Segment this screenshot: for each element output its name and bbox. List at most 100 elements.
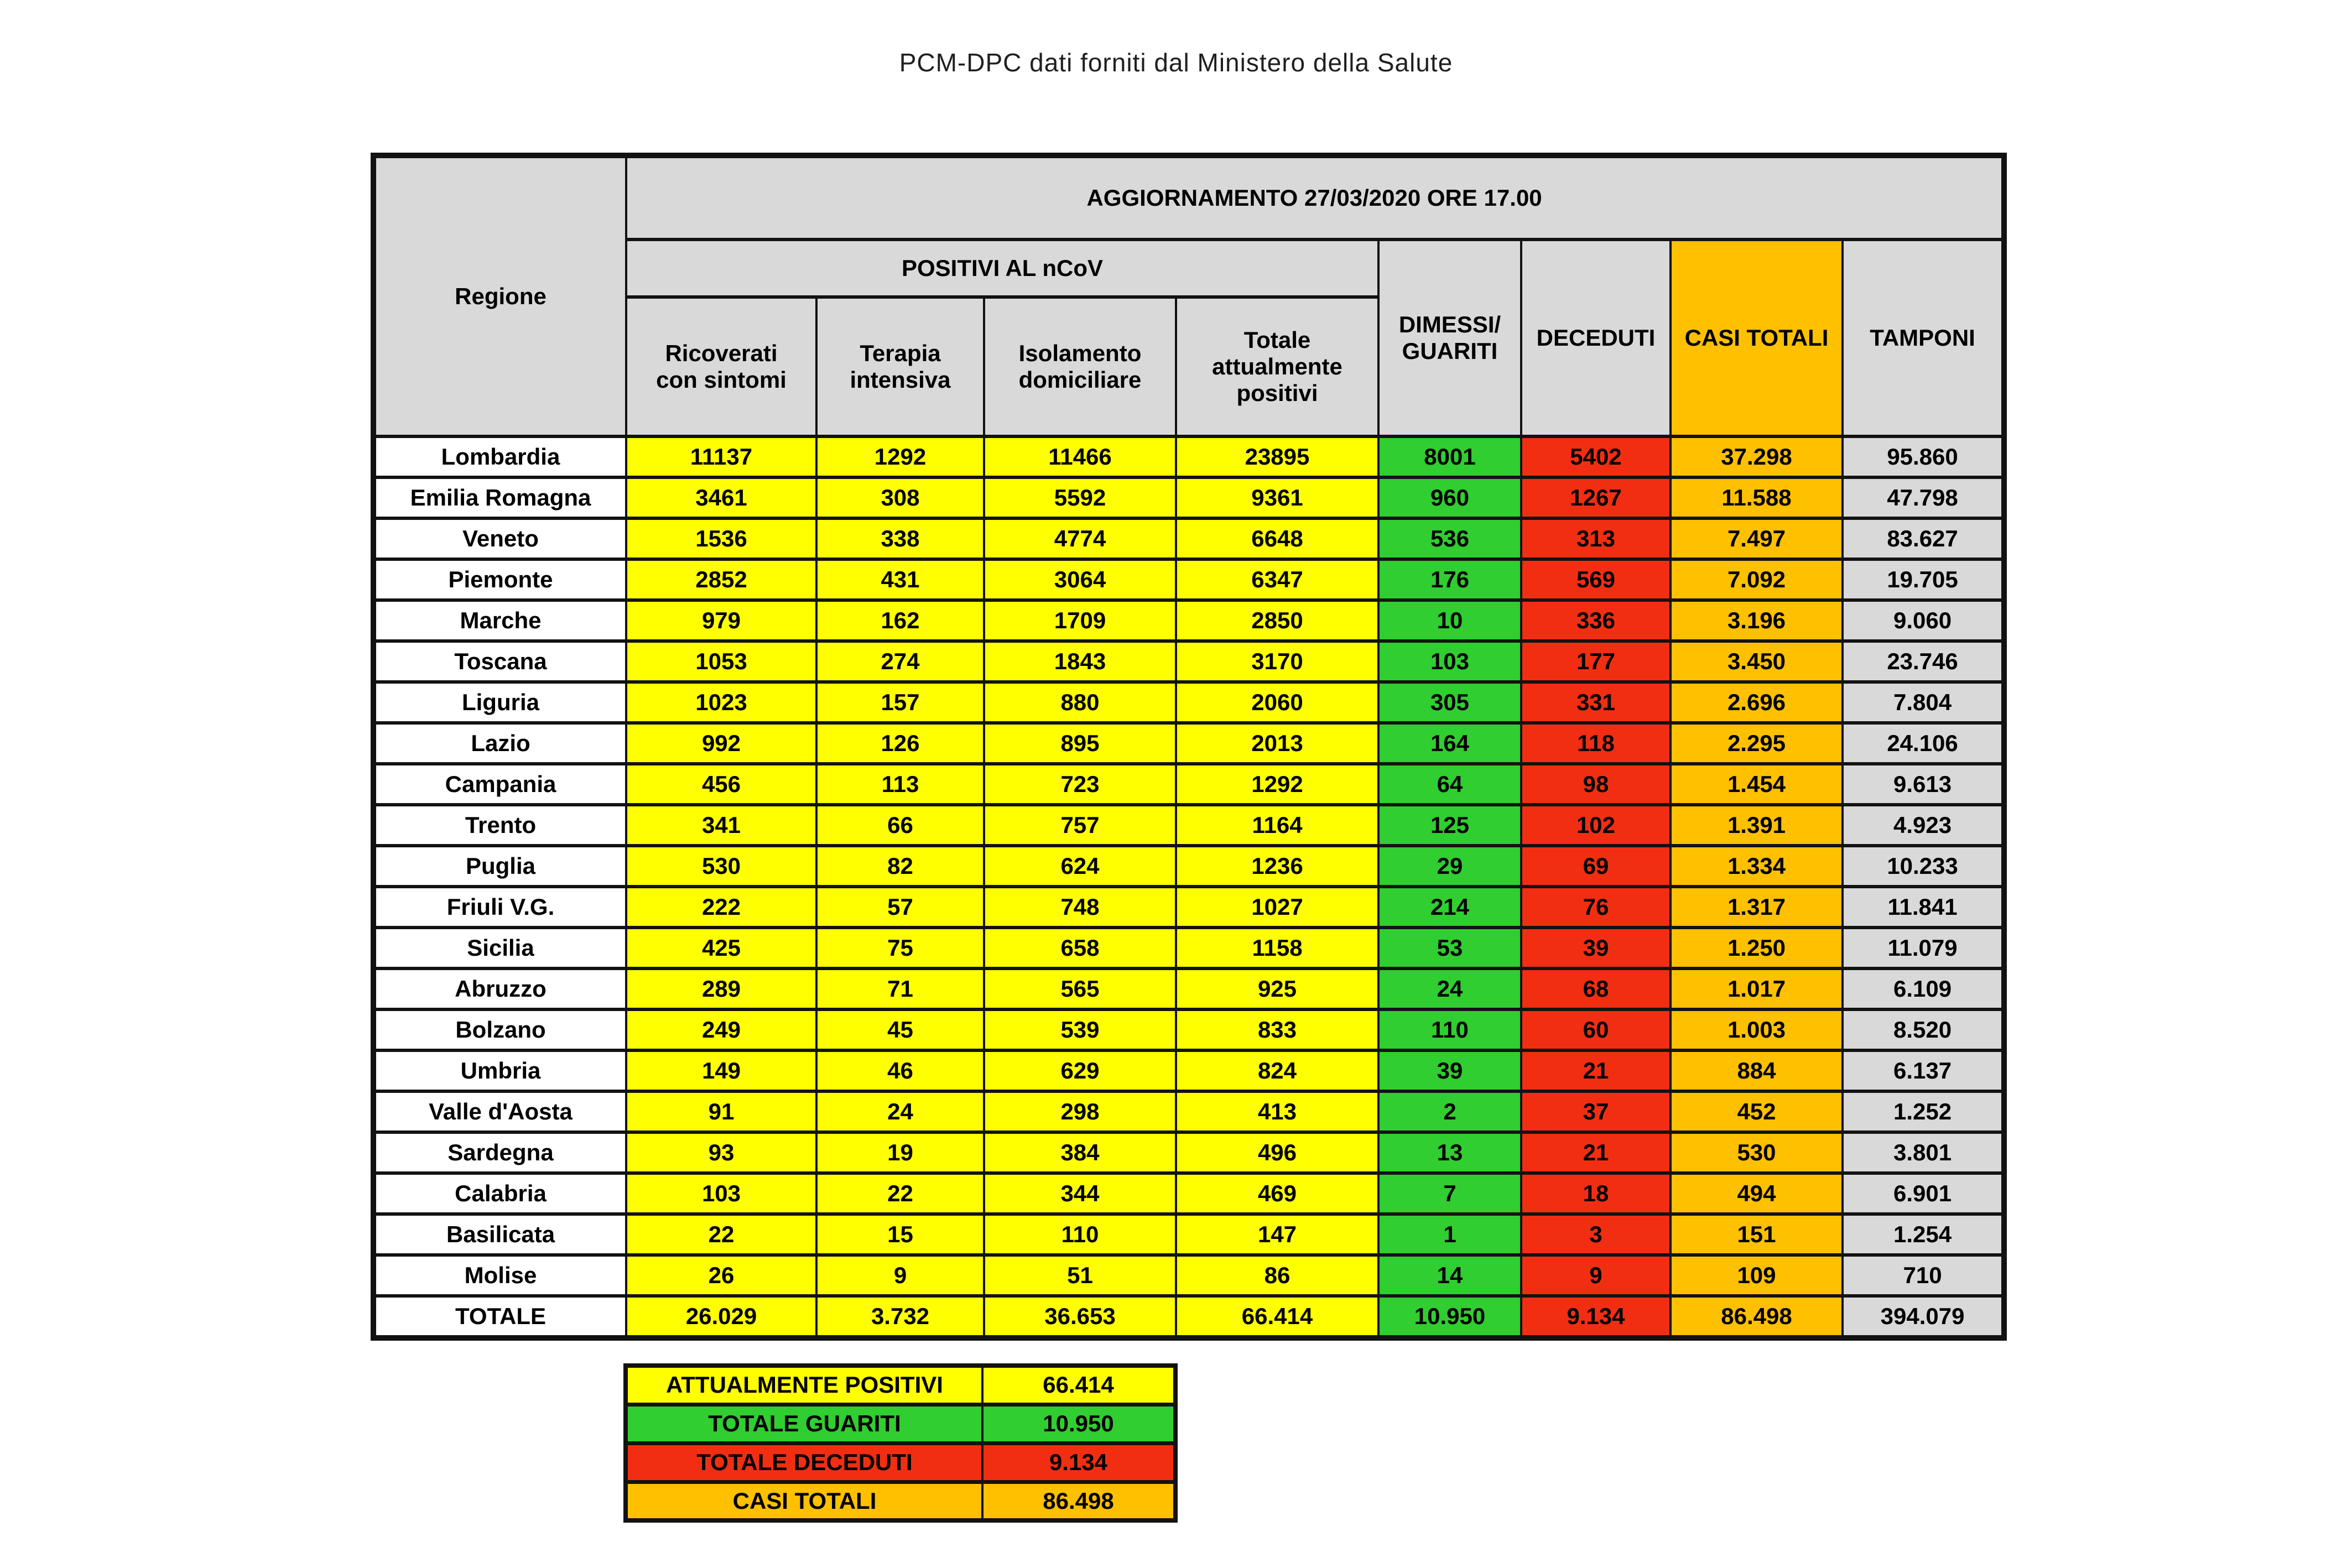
tamponi-cell: 83.627 [1841,517,2006,561]
header-tamponi: TAMPONI [1841,238,2006,438]
deceduti-cell: 118 [1520,721,1672,765]
header-deceduti: DECEDUTI [1520,238,1672,438]
casi-totali-cell: 151 [1669,1212,1844,1257]
summary-value: 86.498 [981,1480,1177,1523]
totale-attualmente-positivi-cell: 925 [1175,967,1380,1011]
tamponi-cell: 24.106 [1841,721,2006,765]
summary-label: CASI TOTALI [625,1480,984,1523]
terapia-intensiva-cell: 82 [815,844,985,888]
totale-attualmente-positivi-cell: 2850 [1175,598,1380,643]
header-terapia-intensiva: Terapia intensiva [815,295,985,438]
table-row: Calabria 103 22 344 469 7 18 494 6.901 [372,1171,2006,1216]
summary-row-casi-totali: CASI TOTALI 86.498 [625,1480,1177,1523]
ricoverati-con-sintomi-cell: 26 [625,1253,818,1298]
region-cell: Umbria [372,1049,627,1093]
total-deceduti: 9.134 [1520,1294,1672,1340]
casi-totali-cell: 1.003 [1669,1008,1844,1052]
ricoverati-con-sintomi-cell: 1053 [625,639,818,684]
isolamento-domiciliare-cell: 539 [983,1008,1177,1052]
totale-attualmente-positivi-cell: 6347 [1175,558,1380,602]
ricoverati-con-sintomi-cell: 456 [625,762,818,806]
isolamento-domiciliare-cell: 4774 [983,517,1177,561]
isolamento-domiciliare-cell: 1709 [983,598,1177,643]
header-ricoverati-con-sintomi: Ricoverati con sintomi [625,295,818,438]
ricoverati-con-sintomi-cell: 11137 [625,435,818,479]
region-column-header: Regione [372,154,627,438]
summary-label: TOTALE GUARITI [625,1402,984,1445]
table-row: Emilia Romagna 3461 308 5592 9361 960 12… [372,476,2006,520]
ricoverati-con-sintomi-cell: 149 [625,1049,818,1093]
dimessi-guariti-cell: 110 [1377,1008,1522,1052]
dimessi-guariti-cell: 960 [1377,476,1522,520]
total-dimessi-guariti: 10.950 [1377,1294,1522,1340]
dimessi-guariti-cell: 7 [1377,1171,1522,1216]
dimessi-guariti-cell: 29 [1377,844,1522,888]
summary-label: ATTUALMENTE POSITIVI [625,1363,984,1406]
table-row: Lombardia 11137 1292 11466 23895 8001 54… [372,435,2006,479]
total-label: TOTALE [372,1294,627,1340]
region-cell: Bolzano [372,1008,627,1052]
deceduti-cell: 9 [1520,1253,1672,1298]
ricoverati-con-sintomi-cell: 530 [625,844,818,888]
tamponi-cell: 47.798 [1841,476,2006,520]
deceduti-cell: 21 [1520,1131,1672,1175]
ricoverati-con-sintomi-cell: 992 [625,721,818,765]
table-row: Sicilia 425 75 658 1158 53 39 1.250 11.0… [372,926,2006,970]
tamponi-cell: 3.801 [1841,1131,2006,1175]
table-row: Toscana 1053 274 1843 3170 103 177 3.450… [372,639,2006,684]
deceduti-cell: 569 [1520,558,1672,602]
terapia-intensiva-cell: 15 [815,1212,985,1257]
region-cell: Toscana [372,639,627,684]
ricoverati-con-sintomi-cell: 3461 [625,476,818,520]
deceduti-cell: 1267 [1520,476,1672,520]
region-cell: Trento [372,803,627,847]
tamponi-cell: 1.254 [1841,1212,2006,1257]
totale-attualmente-positivi-cell: 1292 [1175,762,1380,806]
header-isolamento-domiciliare: Isolamento domiciliare [983,295,1177,438]
dimessi-guariti-cell: 39 [1377,1049,1522,1093]
table-row: Campania 456 113 723 1292 64 98 1.454 9.… [372,762,2006,806]
terapia-intensiva-cell: 157 [815,680,985,725]
casi-totali-cell: 1.391 [1669,803,1844,847]
summary-label: TOTALE DECEDUTI [625,1441,984,1484]
region-cell: Sicilia [372,926,627,970]
ricoverati-con-sintomi-cell: 289 [625,967,818,1011]
region-cell: Friuli V.G. [372,885,627,929]
dimessi-guariti-cell: 24 [1377,967,1522,1011]
ricoverati-con-sintomi-cell: 979 [625,598,818,643]
casi-totali-cell: 2.295 [1669,721,1844,765]
ricoverati-con-sintomi-cell: 1023 [625,680,818,725]
positivi-group-header: POSITIVI AL nCoV [625,238,1380,299]
casi-totali-cell: 1.334 [1669,844,1844,888]
region-cell: Lazio [372,721,627,765]
region-cell: Marche [372,598,627,643]
total-terapia: 3.732 [815,1294,985,1340]
ricoverati-con-sintomi-cell: 103 [625,1171,818,1216]
deceduti-cell: 69 [1520,844,1672,888]
deceduti-cell: 37 [1520,1090,1672,1134]
casi-totali-cell: 1.454 [1669,762,1844,806]
total-isolamento: 36.653 [983,1294,1177,1340]
terapia-intensiva-cell: 71 [815,967,985,1011]
isolamento-domiciliare-cell: 565 [983,967,1177,1011]
tamponi-cell: 11.079 [1841,926,2006,970]
terapia-intensiva-cell: 1292 [815,435,985,479]
totale-attualmente-positivi-cell: 1027 [1175,885,1380,929]
table-row: Friuli V.G. 222 57 748 1027 214 76 1.317… [372,885,2006,929]
deceduti-cell: 177 [1520,639,1672,684]
summary-row-totale-deceduti: TOTALE DECEDUTI 9.134 [625,1441,1177,1484]
terapia-intensiva-cell: 57 [815,885,985,929]
dimessi-guariti-cell: 1 [1377,1212,1522,1257]
table-row: Trento 341 66 757 1164 125 102 1.391 4.9… [372,803,2006,847]
tamponi-cell: 23.746 [1841,639,2006,684]
tamponi-cell: 95.860 [1841,435,2006,479]
header-casi-totali: CASI TOTALI [1669,238,1844,438]
dimessi-guariti-cell: 164 [1377,721,1522,765]
ricoverati-con-sintomi-cell: 91 [625,1090,818,1134]
table-row: Abruzzo 289 71 565 925 24 68 1.017 6.109 [372,967,2006,1011]
dimessi-guariti-cell: 14 [1377,1253,1522,1298]
totale-attualmente-positivi-cell: 147 [1175,1212,1380,1257]
totale-attualmente-positivi-cell: 824 [1175,1049,1380,1093]
region-cell: Valle d'Aosta [372,1090,627,1134]
isolamento-domiciliare-cell: 1843 [983,639,1177,684]
